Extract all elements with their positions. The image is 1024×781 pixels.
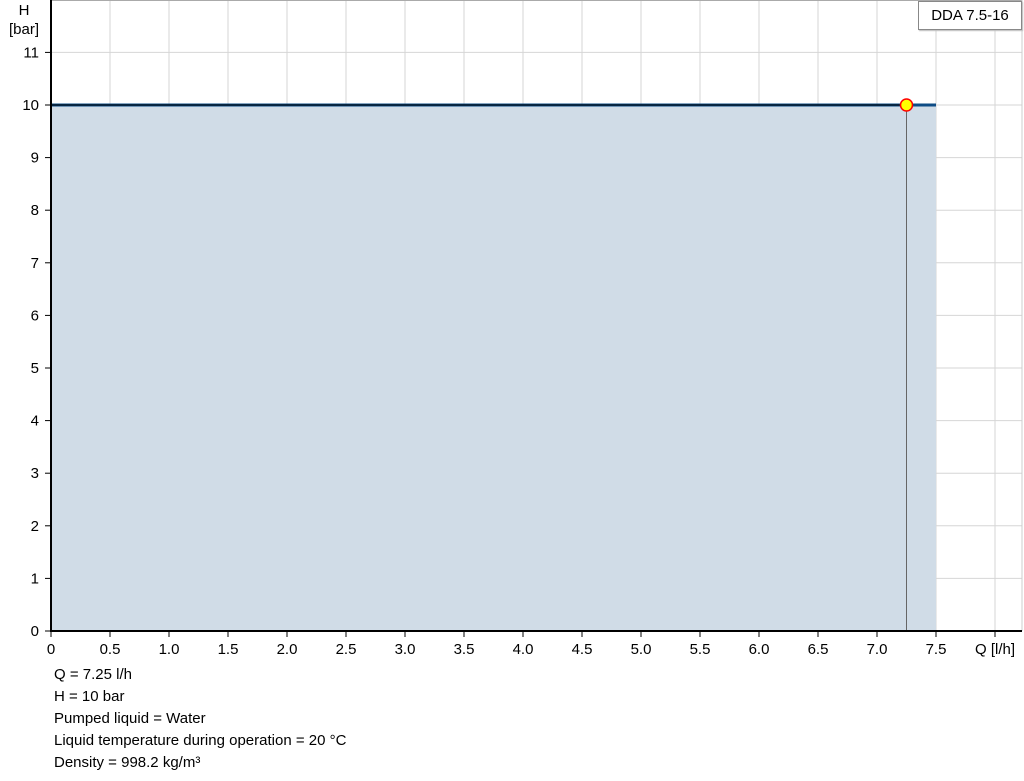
x-axis-label: Q [l/h]	[975, 641, 1015, 658]
y-tick-label: 11	[23, 44, 39, 61]
y-tick-label: 2	[31, 518, 39, 535]
x-tick-label: 6.5	[808, 641, 829, 658]
y-tick-label: 0	[31, 623, 39, 640]
info-flow: Q = 7.25 l/h	[54, 666, 132, 683]
x-tick-label: 7.0	[867, 641, 888, 658]
y-axis-label: H	[19, 2, 30, 19]
legend-pump-model: DDA 7.5-16	[918, 1, 1022, 30]
curve-area-fill	[51, 105, 936, 631]
operating-info: Q = 7.25 l/h H = 10 bar Pumped liquid = …	[54, 664, 346, 774]
x-tick-label: 3.0	[395, 641, 416, 658]
y-tick-label: 9	[31, 150, 39, 167]
x-tick-label: 0	[47, 641, 55, 658]
x-tick-label: 7.5	[926, 641, 947, 658]
info-density: Density = 998.2 kg/m³	[54, 754, 201, 771]
info-liquid: Pumped liquid = Water	[54, 710, 206, 727]
x-tick-label: 5.0	[631, 641, 652, 658]
y-tick-label: 8	[31, 202, 39, 219]
x-tick-label: 5.5	[690, 641, 711, 658]
y-tick-label: 5	[31, 360, 39, 377]
x-tick-label: 1.5	[218, 641, 239, 658]
operating-point	[899, 98, 914, 112]
y-tick-label: 4	[31, 413, 39, 430]
x-tick-label: 4.5	[572, 641, 593, 658]
x-tick-label: 2.5	[336, 641, 357, 658]
x-tick-label: 1.0	[159, 641, 180, 658]
x-tick-label: 2.0	[277, 641, 298, 658]
y-axis-unit: [bar]	[9, 21, 39, 38]
y-tick-label: 7	[31, 255, 39, 272]
x-tick-label: 0.5	[100, 641, 121, 658]
info-temperature: Liquid temperature during operation = 20…	[54, 732, 347, 749]
x-tick-label: 4.0	[513, 641, 534, 658]
y-tick-label: 6	[31, 307, 39, 324]
y-tick-label: 3	[31, 465, 39, 482]
x-tick-label: 3.5	[454, 641, 475, 658]
info-head: H = 10 bar	[54, 688, 125, 705]
x-tick-label: 6.0	[749, 641, 770, 658]
pump-curve-chart: 0 0.5 1.0 1.5 2.0 2.5 3.0 3.5 4.0 4.5 5.0 5.5 6.0 6.5…	[9, 0, 1023, 658]
y-tick-label: 1	[31, 570, 39, 587]
y-tick-label: 10	[22, 97, 39, 114]
